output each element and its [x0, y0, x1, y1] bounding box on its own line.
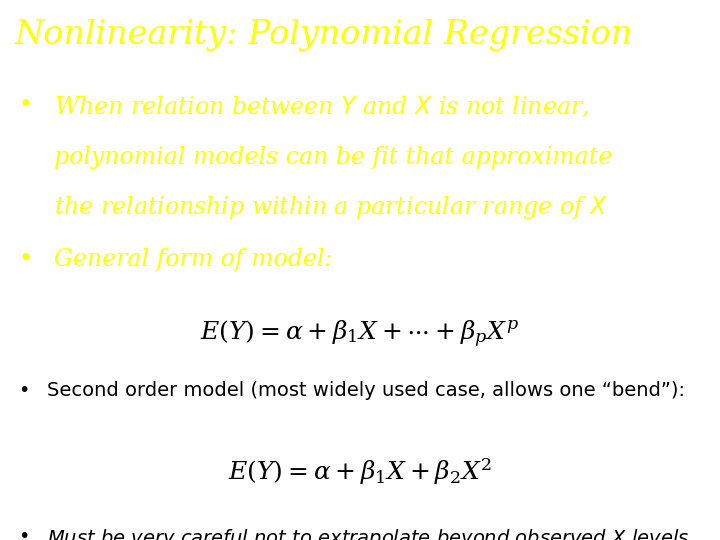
Text: When relation between $Y$ and $X$ is not linear,: When relation between $Y$ and $X$ is not… [54, 94, 589, 119]
Text: •: • [18, 94, 32, 118]
Text: General form of model:: General form of model: [54, 248, 333, 272]
Text: •: • [18, 248, 32, 272]
Text: •: • [18, 381, 30, 400]
Text: •: • [18, 526, 30, 540]
Text: Must be very careful not to extrapolate beyond observed $X$ levels: Must be very careful not to extrapolate … [47, 526, 689, 540]
Text: $E(Y) = \alpha + \beta_1 X + \beta_2 X^2$: $E(Y) = \alpha + \beta_1 X + \beta_2 X^2… [228, 456, 492, 487]
Text: Nonlinearity: Polynomial Regression: Nonlinearity: Polynomial Regression [14, 19, 633, 51]
Text: polynomial models can be fit that approximate: polynomial models can be fit that approx… [54, 146, 612, 169]
Text: the relationship within a particular range of $X$: the relationship within a particular ran… [54, 194, 608, 221]
Text: $E(Y) = \alpha + \beta_1 X + \cdots + \beta_p X^p$: $E(Y) = \alpha + \beta_1 X + \cdots + \b… [200, 319, 520, 350]
Text: Second order model (most widely used case, allows one “bend”):: Second order model (most widely used cas… [47, 381, 685, 400]
